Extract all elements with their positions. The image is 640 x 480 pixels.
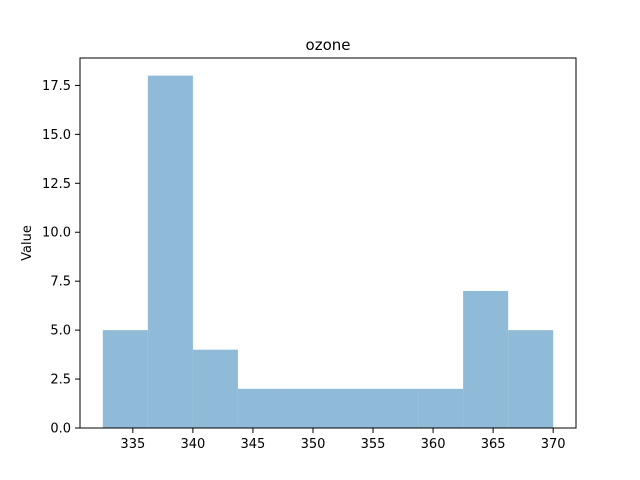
x-tick-label: 355 — [361, 437, 386, 452]
histogram-bar — [373, 388, 419, 428]
x-tick-label: 360 — [421, 437, 446, 452]
histogram-bar — [102, 330, 148, 428]
histogram-bar — [508, 330, 554, 428]
x-tick-label: 370 — [541, 437, 566, 452]
y-tick-label: 15.0 — [42, 128, 71, 143]
histogram-bar — [463, 290, 509, 428]
y-tick-label: 7.5 — [50, 275, 71, 290]
y-tick-label: 5.0 — [50, 324, 71, 339]
histogram-bar — [418, 388, 464, 428]
histogram-bar — [237, 388, 283, 428]
x-tick-label: 340 — [180, 437, 205, 452]
x-tick-label: 365 — [481, 437, 506, 452]
y-axis-ticks: 0.0 2.5 5.0 7.5 10.0 12.5 15.0 17.5 — [42, 79, 80, 437]
x-axis-ticks: 335 340 345 350 355 360 365 370 — [120, 428, 566, 452]
y-tick-label: 2.5 — [50, 373, 71, 388]
y-tick-label: 12.5 — [42, 177, 71, 192]
chart-title: ozone — [306, 36, 351, 54]
y-tick-label: 0.0 — [50, 422, 71, 437]
y-tick-label: 17.5 — [42, 79, 71, 94]
histogram-bar — [328, 388, 374, 428]
x-tick-label: 335 — [120, 437, 145, 452]
histogram-bar — [192, 349, 238, 428]
histogram-bar — [147, 75, 193, 428]
y-tick-label: 10.0 — [42, 226, 71, 241]
x-tick-label: 350 — [301, 437, 326, 452]
plot-frame — [79, 57, 577, 429]
x-tick-label: 345 — [241, 437, 266, 452]
histogram-bars — [102, 75, 554, 428]
y-axis-label: Value — [20, 225, 35, 261]
histogram-bar — [282, 388, 328, 428]
